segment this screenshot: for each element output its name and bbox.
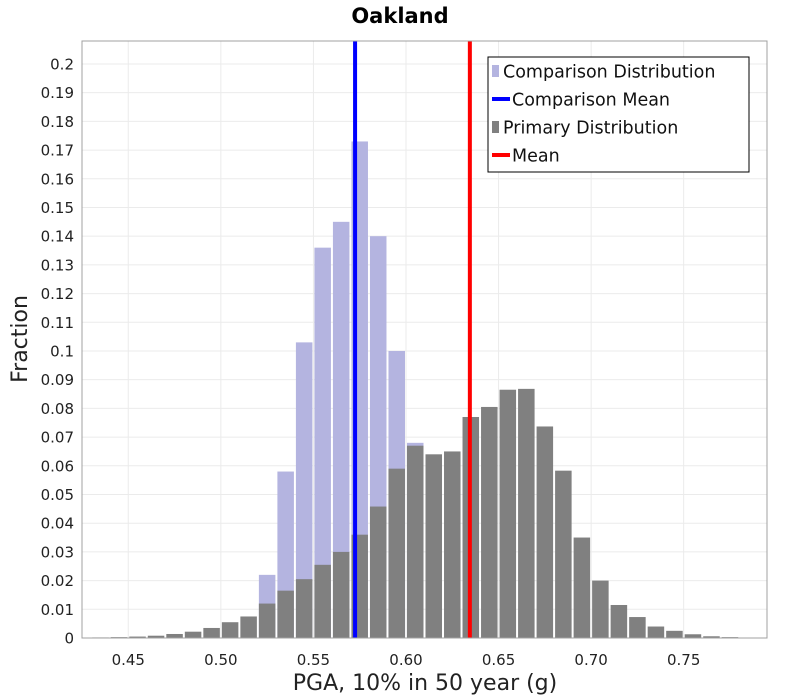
primary-bar — [406, 445, 424, 638]
primary-bar — [444, 451, 461, 638]
y-tick-label: 0.17 — [41, 142, 74, 160]
legend: Comparison Distribution Comparison Mean Pr… — [487, 56, 750, 173]
x-tick-label: 0.75 — [667, 651, 700, 669]
x-tick-label: 0.45 — [112, 651, 145, 669]
primary-bar — [166, 633, 183, 638]
legend-label: Primary Distribution — [503, 119, 678, 139]
comparison-bar — [332, 221, 350, 638]
legend-swatch — [492, 97, 510, 101]
x-tick-label: 0.65 — [482, 651, 515, 669]
primary-bar — [277, 590, 294, 638]
primary-bar — [592, 580, 609, 638]
x-axis-label: PGA, 10% in 50 year (g) — [293, 671, 557, 696]
y-tick-label: 0.2 — [50, 55, 74, 73]
chart-title: Oakland — [351, 4, 448, 28]
primary-bar — [221, 622, 239, 638]
primary-bar — [314, 564, 331, 638]
y-tick-label: 0.03 — [41, 543, 74, 561]
y-tick-label: 0.1 — [50, 342, 74, 360]
primary-bar — [684, 634, 702, 638]
y-tick-label: 0.02 — [41, 572, 74, 590]
legend-swatch — [492, 65, 499, 77]
y-tick-label: 0.06 — [41, 457, 74, 475]
y-tick-label: 0 — [64, 630, 74, 648]
y-tick-label: 0.13 — [41, 256, 74, 274]
primary-bar — [332, 551, 350, 638]
y-tick-label: 0.16 — [41, 170, 74, 188]
primary-bar — [518, 388, 535, 638]
y-tick-label: 0.07 — [41, 429, 74, 447]
y-tick-label: 0.11 — [41, 314, 74, 332]
y-tick-label: 0.04 — [41, 515, 74, 533]
primary-bar — [295, 579, 313, 638]
y-tick-label: 0.09 — [41, 371, 74, 389]
primary-bar — [481, 406, 498, 638]
x-tick-label: 0.70 — [574, 651, 607, 669]
x-tick-label: 0.50 — [204, 651, 237, 669]
primary-bar — [629, 617, 646, 638]
primary-bar — [610, 604, 628, 638]
legend-label: Comparison Mean — [512, 91, 670, 111]
y-tick-label: 0.15 — [41, 199, 74, 217]
y-tick-label: 0.01 — [41, 601, 74, 619]
primary-bar — [666, 630, 683, 638]
primary-bar — [499, 389, 517, 638]
legend-box — [487, 56, 750, 173]
primary-bar — [203, 627, 220, 638]
primary-bar — [240, 616, 257, 638]
primary-bar — [573, 537, 591, 638]
x-tick-label: 0.60 — [389, 651, 422, 669]
comparison-bar — [295, 342, 313, 638]
primary-bar — [388, 468, 405, 638]
legend-swatch — [492, 153, 510, 157]
primary-bar — [258, 603, 276, 638]
primary-bar — [147, 635, 165, 638]
x-tick-label: 0.55 — [297, 651, 330, 669]
mean-lines — [353, 41, 472, 638]
comparison-bar — [314, 247, 331, 638]
primary-bar — [555, 470, 572, 638]
y-tick-label: 0.19 — [41, 84, 74, 102]
y-tick-label: 0.18 — [41, 113, 74, 131]
legend-label: Comparison Distribution — [503, 63, 715, 83]
primary-bar — [703, 636, 720, 638]
primary-bar — [369, 506, 387, 638]
primary-bar — [536, 426, 554, 638]
y-tick-label: 0.08 — [41, 400, 74, 418]
legend-swatch — [492, 121, 499, 133]
y-axis-label: Fraction — [8, 295, 33, 383]
primary-bar — [647, 626, 665, 638]
primary-bar — [129, 636, 146, 638]
y-tick-label: 0.14 — [41, 228, 74, 246]
plot-frame — [81, 40, 768, 639]
x-axis-ticks: 0.45 0.50 0.55 0.60 0.65 0.70 0.75 — [112, 651, 701, 669]
primary-bar — [425, 454, 443, 638]
y-axis-ticks: 0 0.01 0.02 0.03 0.04 0.05 0.06 0.07 0.08 0.09 0.1… — [41, 55, 74, 647]
y-tick-label: 0.05 — [41, 486, 74, 504]
y-tick-label: 0.12 — [41, 285, 74, 303]
primary-bar — [184, 631, 202, 638]
legend-label: Mean — [512, 147, 560, 167]
